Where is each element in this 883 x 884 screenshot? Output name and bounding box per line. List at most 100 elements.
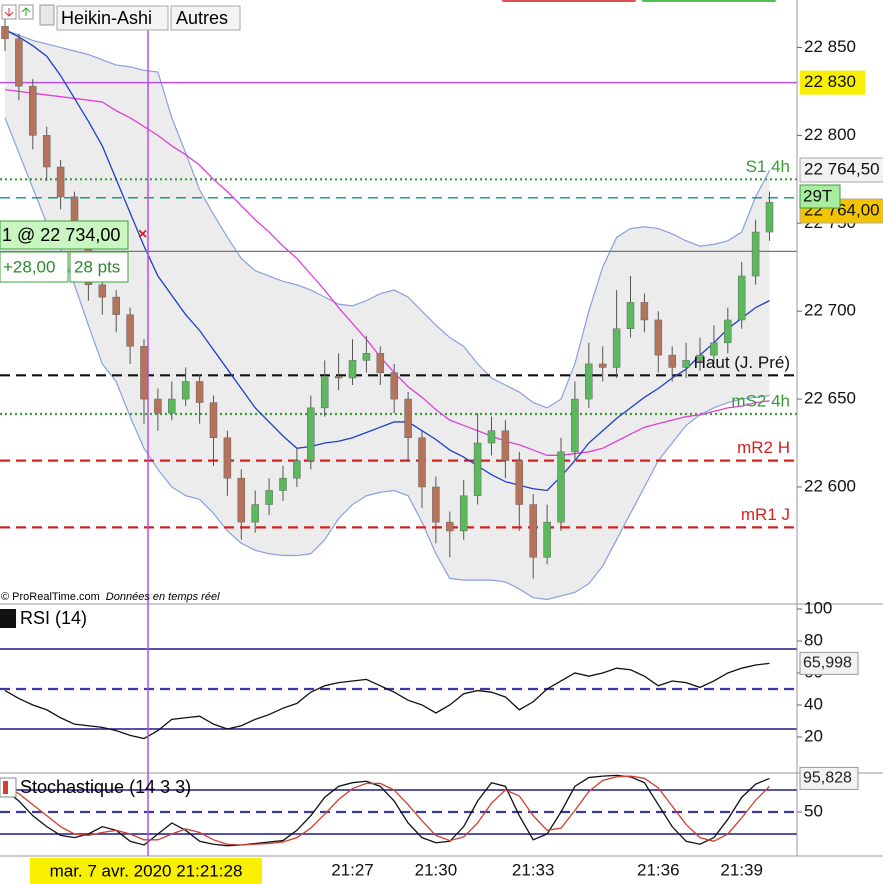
y-tick-label: 22 650 bbox=[804, 389, 856, 408]
candle-body bbox=[515, 460, 524, 505]
candle-body bbox=[557, 451, 565, 523]
pnl-box bbox=[0, 251, 69, 283]
x-tick-label: 21:36 bbox=[637, 860, 680, 879]
candle-body bbox=[362, 353, 371, 361]
candle-body bbox=[140, 346, 148, 400]
candle-body bbox=[724, 319, 732, 344]
current-label: 65,998 bbox=[803, 655, 852, 672]
candle-body bbox=[223, 437, 232, 479]
credit-note: Données en temps réel bbox=[106, 591, 220, 603]
candle-body bbox=[682, 360, 690, 368]
candle-body bbox=[15, 38, 23, 87]
price-tag-label: 22 830 bbox=[804, 72, 856, 91]
y-tick-label: 20 bbox=[804, 726, 823, 745]
current-box bbox=[799, 651, 859, 675]
order-close[interactable]: × bbox=[138, 226, 147, 243]
candle-body bbox=[126, 314, 134, 347]
level-label: mR2 H bbox=[737, 438, 790, 457]
icon[interactable] bbox=[39, 4, 55, 26]
candle-body bbox=[501, 430, 510, 461]
candle-body bbox=[487, 430, 496, 444]
level-label: mR1 J bbox=[741, 505, 790, 524]
y-tick-label: 22 600 bbox=[804, 476, 856, 495]
x-tick-label: 21:39 bbox=[720, 860, 763, 879]
candle-body bbox=[543, 521, 551, 558]
candle-body bbox=[98, 284, 107, 298]
indicator-line bbox=[4, 662, 770, 740]
bollinger-line bbox=[4, 29, 771, 409]
candle-body bbox=[1, 26, 9, 39]
candle-body bbox=[459, 495, 468, 532]
tick-counter-box bbox=[799, 184, 841, 209]
button-label[interactable]: Autres bbox=[176, 8, 228, 28]
candle-body bbox=[473, 442, 482, 497]
candle-body bbox=[418, 437, 426, 488]
candle-body bbox=[237, 477, 246, 523]
y-tick-label: 22 800 bbox=[804, 125, 856, 144]
x-tick-label: 21:33 bbox=[512, 860, 555, 879]
candle-body bbox=[585, 363, 593, 400]
candle-body bbox=[56, 166, 65, 198]
icon bbox=[4, 8, 14, 17]
sell-button[interactable] bbox=[502, 0, 636, 2]
candle-body bbox=[293, 460, 301, 479]
order-label[interactable]: 1 @ 22 734,00 bbox=[2, 225, 120, 245]
current-box bbox=[799, 766, 859, 790]
candle-body bbox=[598, 363, 607, 368]
crosshair-label: mar. 7 avr. 2020 21:21:28 bbox=[50, 861, 243, 880]
candle-body bbox=[195, 381, 204, 403]
candle-body bbox=[112, 296, 120, 315]
order-box[interactable] bbox=[0, 220, 129, 250]
candle-body bbox=[390, 372, 398, 400]
candle-body bbox=[446, 521, 454, 532]
candle-body bbox=[571, 398, 579, 453]
buy-button[interactable] bbox=[642, 0, 776, 2]
icon bbox=[3, 781, 8, 794]
x-tick-label: 21:30 bbox=[415, 860, 458, 879]
candle-body bbox=[251, 504, 259, 523]
candle-body bbox=[376, 353, 385, 373]
candle-body bbox=[668, 354, 676, 368]
candle-body bbox=[432, 486, 440, 523]
candle-body bbox=[181, 381, 190, 400]
y-tick-label: 50 bbox=[804, 801, 823, 820]
price-tag-label: 22 764,50 bbox=[804, 159, 880, 178]
pnl: +28,00 bbox=[3, 257, 55, 276]
level-label: Haut (J. Pré) bbox=[694, 353, 790, 372]
button-label[interactable]: Heikin-Ashi bbox=[61, 8, 152, 28]
indicator-line bbox=[4, 774, 770, 847]
credit: © ProRealTime.com Données en temps réel bbox=[1, 591, 220, 603]
indicator-line bbox=[4, 89, 770, 456]
panel-title: RSI (14) bbox=[20, 608, 87, 628]
panel-title: Stochastique (14 3 3) bbox=[20, 777, 191, 797]
candle-body bbox=[696, 354, 704, 361]
button[interactable] bbox=[56, 5, 169, 31]
tick-counter: 29T bbox=[803, 186, 832, 205]
candle-body bbox=[154, 398, 162, 414]
price-tag bbox=[799, 157, 883, 183]
candle-body bbox=[320, 375, 329, 409]
pts-box bbox=[69, 251, 129, 283]
x-tick-label: 21:27 bbox=[331, 860, 374, 879]
indicator-line bbox=[4, 29, 770, 492]
candle-body bbox=[209, 402, 218, 438]
bollinger-line bbox=[4, 117, 770, 601]
y-tick-label: 100 bbox=[804, 598, 832, 617]
candle-body bbox=[612, 328, 621, 368]
candle-body bbox=[168, 398, 176, 414]
y-tick-label: 80 bbox=[804, 630, 823, 649]
candle-body bbox=[279, 477, 287, 491]
candle-body bbox=[654, 319, 663, 356]
crosshair-box bbox=[30, 858, 262, 884]
candle-body bbox=[765, 201, 774, 233]
candle-body bbox=[307, 407, 315, 461]
current-label: 95,828 bbox=[803, 770, 852, 787]
plot bbox=[0, 19, 797, 847]
y-tick-label: 22 700 bbox=[804, 301, 856, 320]
y-tick-label: 40 bbox=[804, 694, 823, 713]
indicator-line bbox=[4, 775, 770, 846]
candle-body bbox=[626, 302, 635, 329]
button[interactable] bbox=[170, 5, 241, 31]
